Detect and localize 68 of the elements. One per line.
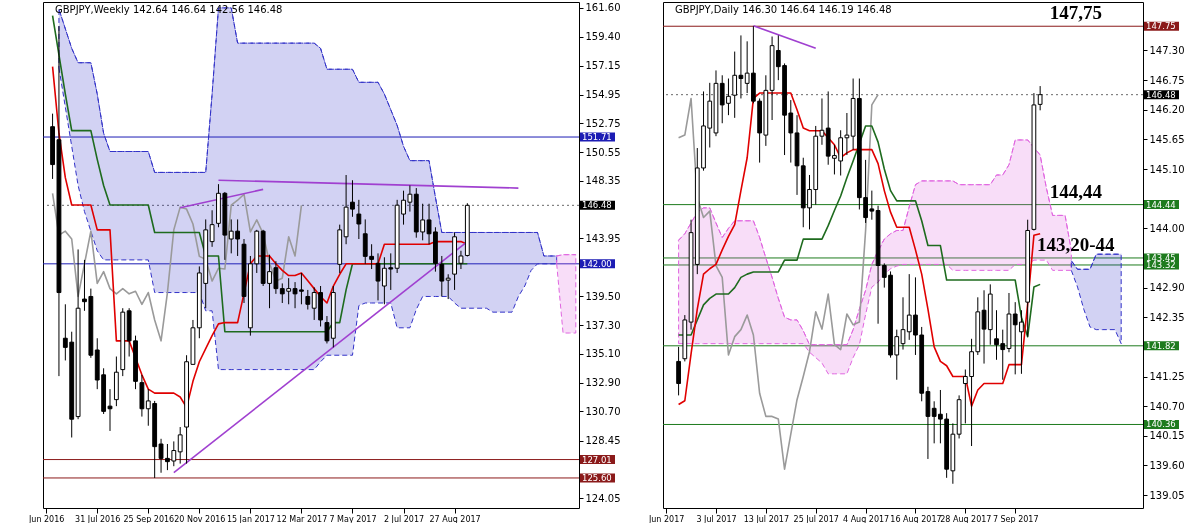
candlestick — [676, 346, 681, 396]
y-tick-label: 142.35 — [1149, 311, 1185, 323]
x-tick-label: Jun 2017 — [647, 514, 685, 524]
candlestick — [209, 209, 215, 248]
y-tick-label: 150.55 — [585, 146, 621, 158]
candlestick — [445, 273, 451, 300]
y-tick-label: 144.00 — [1149, 222, 1185, 234]
y-tick-label: 143.95 — [585, 232, 621, 244]
ref-line-label: 141.82 — [1146, 340, 1176, 351]
x-tick-label: 27 Aug 2017 — [429, 514, 481, 524]
x-tick-label: 7 Sep 2017 — [992, 514, 1039, 524]
y-tick-label: 157.15 — [585, 60, 621, 72]
y-tick-label: 147.30 — [1149, 45, 1185, 56]
y-tick-label: 146.75 — [1149, 74, 1185, 86]
y-tick-label: 130.70 — [585, 405, 621, 417]
x-tick-label: 2 Jul 2017 — [383, 514, 425, 524]
ref-line-label: 146.48 — [582, 200, 612, 211]
y-tick-label: 142.90 — [1149, 282, 1185, 294]
y-tick-label: 139.60 — [1149, 459, 1185, 471]
x-tick-label: 20 Nov 2016 — [174, 514, 226, 524]
y-tick-label: 139.05 — [1149, 489, 1185, 501]
candlestick — [177, 426, 183, 465]
x-tick-label: 28 Aug 2017 — [940, 514, 992, 524]
x-tick-label: 3 Jul 2017 — [696, 514, 737, 524]
x-tick-label: 7 May 2017 — [329, 514, 377, 524]
candlestick — [305, 289, 311, 311]
ref-line-label: 151.71 — [582, 132, 612, 143]
y-tick-label: 132.90 — [585, 377, 621, 389]
line-series — [677, 93, 879, 470]
x-tick-label: 15 Jan 2017 — [226, 514, 275, 524]
x-tick-label: 16 Aug 2017 — [890, 514, 942, 524]
ref-line-label: 147.75 — [1146, 21, 1176, 32]
ref-line-label: 142.00 — [582, 258, 612, 269]
y-tick-label: 154.95 — [585, 89, 621, 101]
y-tick-label: 140.15 — [1149, 430, 1185, 442]
chart-title: GBPJPY,Daily 146.30 146.64 146.19 146.48 — [675, 4, 892, 15]
y-tick-label: 146.20 — [1149, 104, 1185, 116]
x-tick-label: Jun 2016 — [27, 514, 65, 524]
y-tick-label: 148.35 — [585, 175, 621, 187]
y-tick-label: 124.05 — [585, 492, 621, 504]
y-tick-label: 140.70 — [1149, 400, 1185, 412]
y-tick-label: 145.10 — [1149, 163, 1185, 175]
y-tick-label: 145.65 — [1149, 133, 1185, 145]
ref-line-label: 140.36 — [1146, 419, 1176, 430]
line-series — [51, 192, 303, 342]
x-tick-label: 4 Aug 2017 — [843, 514, 890, 524]
annotation: 147,75 — [1049, 2, 1102, 24]
candlestick — [439, 255, 445, 297]
y-tick-label: 141.25 — [1149, 371, 1185, 383]
ref-line-label: 125.60 — [582, 472, 612, 483]
ref-line-label: 127.01 — [582, 454, 612, 465]
y-tick-label: 161.60 — [585, 2, 621, 14]
x-tick-label: 12 Mar 2017 — [276, 514, 328, 524]
annotation: 143,20-44 — [1037, 233, 1116, 255]
y-tick-label: 137.30 — [585, 319, 621, 331]
y-tick-label: 139.50 — [585, 290, 621, 302]
x-tick-label: 25 Sep 2016 — [123, 514, 175, 524]
x-tick-label: 13 Jul 2017 — [743, 514, 789, 524]
x-tick-label: 31 Jul 2016 — [75, 514, 121, 524]
annotation: 144,44 — [1049, 180, 1103, 202]
y-tick-label: 128.45 — [585, 435, 621, 447]
x-tick-label: 25 Jul 2017 — [793, 514, 839, 524]
y-tick-label: 159.40 — [585, 31, 621, 43]
y-tick-label: 135.10 — [585, 348, 621, 360]
ref-line-label: 146.48 — [1146, 89, 1176, 100]
ref-line-label: 144.44 — [1146, 199, 1176, 210]
y-tick-label: 152.75 — [585, 117, 621, 129]
chart-title: GBPJPY,Weekly 142.64 146.64 142.56 146.48 — [55, 4, 283, 15]
